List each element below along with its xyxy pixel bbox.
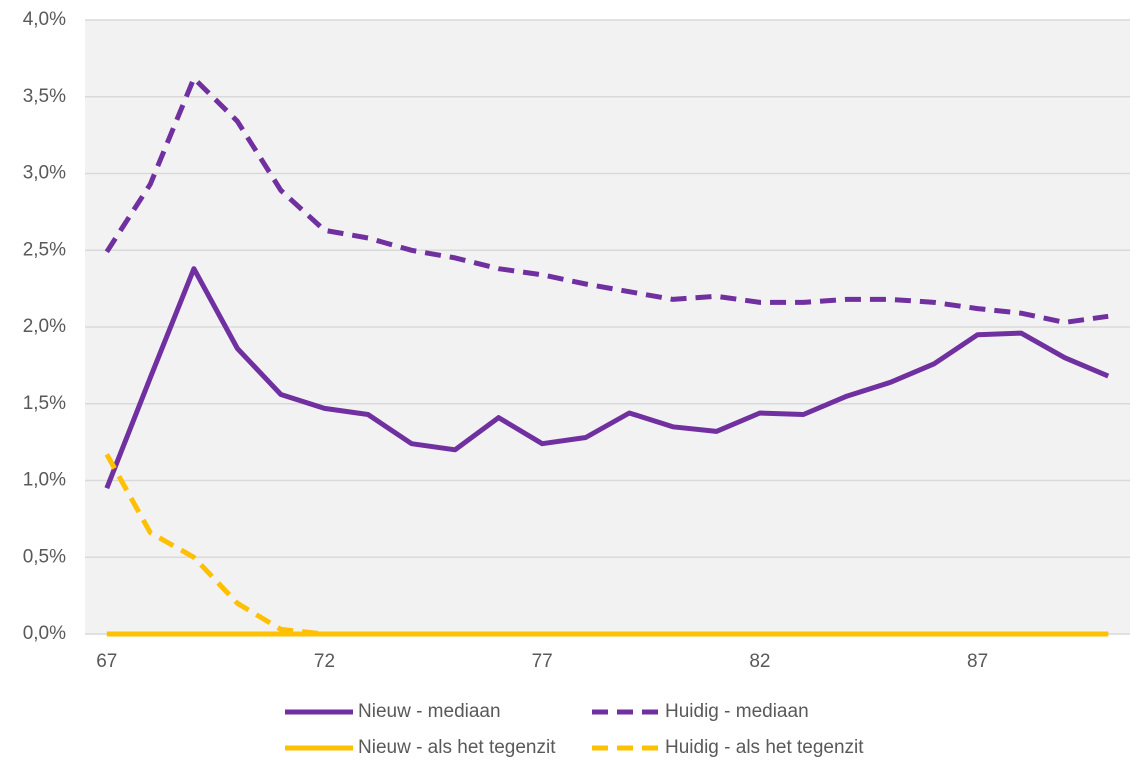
line [104,75,1109,325]
x-tick-label: 67 [96,651,117,672]
y-tick-label: 1,5% [23,393,66,414]
line [104,453,1109,637]
x-tick-label: 77 [532,651,553,672]
x-tick-label: 87 [967,651,988,672]
y-tick-label: 0,5% [23,546,66,567]
y-tick-label: 3,5% [23,86,66,107]
legend-label: Nieuw - als het tegenzit [358,737,556,758]
x-tick-label: 82 [749,651,770,672]
legend-label: Huidig - als het tegenzit [665,737,864,758]
y-tick-label: 1,0% [23,470,66,491]
y-tick-label: 4,0% [23,9,66,30]
y-tick-label: 3,0% [23,163,66,184]
legend-label: Huidig - mediaan [665,701,809,722]
y-tick-label: 0,0% [23,623,66,644]
y-tick-label: 2,0% [23,316,66,337]
y-tick-label: 2,5% [23,239,66,260]
legend-label: Nieuw - mediaan [358,701,501,722]
x-tick-label: 72 [314,651,335,672]
line [104,266,1110,490]
